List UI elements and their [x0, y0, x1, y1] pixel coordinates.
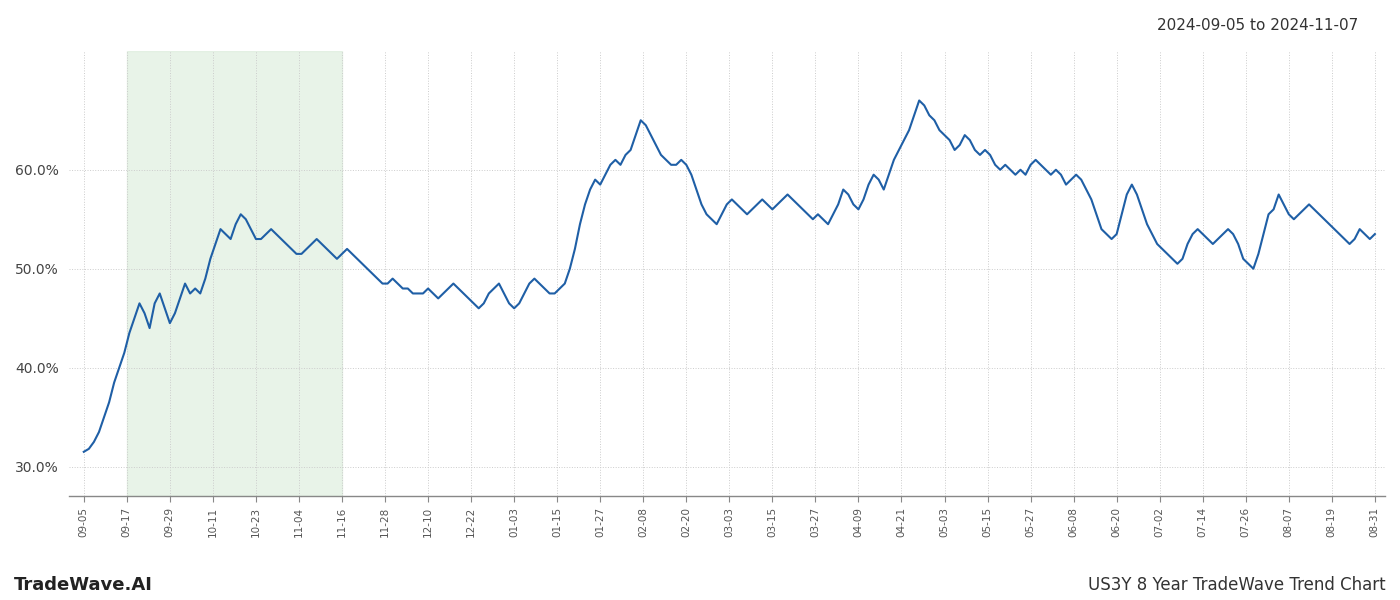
Text: TradeWave.AI: TradeWave.AI: [14, 576, 153, 594]
Bar: [127, 51, 342, 496]
Text: 2024-09-05 to 2024-11-07: 2024-09-05 to 2024-11-07: [1156, 18, 1358, 33]
Text: US3Y 8 Year TradeWave Trend Chart: US3Y 8 Year TradeWave Trend Chart: [1088, 576, 1386, 594]
